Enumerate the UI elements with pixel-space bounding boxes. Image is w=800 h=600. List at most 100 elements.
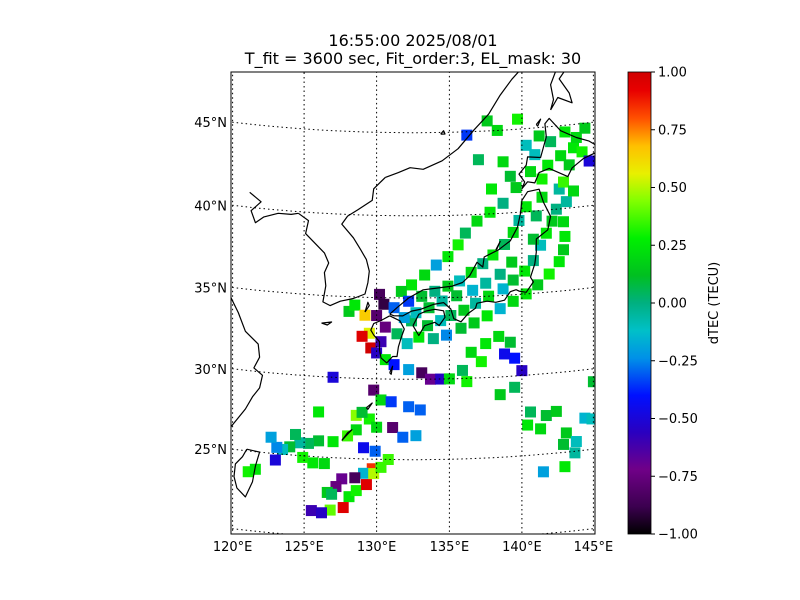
- dtec-point: [471, 215, 483, 227]
- colorbar-tick-label: 0.75: [658, 123, 687, 138]
- dtec-point: [467, 284, 479, 296]
- dtec-point: [342, 430, 354, 442]
- dtec-point: [416, 367, 428, 379]
- dtec-point: [368, 468, 380, 480]
- dtec-point: [452, 239, 464, 251]
- dtec-point: [542, 159, 554, 171]
- dtec-point: [343, 305, 355, 317]
- dtec-point: [289, 428, 301, 440]
- dtec-point: [242, 466, 254, 478]
- dtec-point: [537, 466, 549, 478]
- dtec-point: [391, 328, 403, 340]
- dtec-point: [559, 461, 571, 473]
- dtec-point: [269, 454, 281, 466]
- dtec-point: [558, 176, 570, 188]
- dtec-point: [559, 230, 571, 242]
- dtec-point: [530, 210, 542, 222]
- dtec-point: [358, 467, 370, 479]
- dtec-point: [430, 259, 442, 271]
- parallel-line: [231, 121, 595, 134]
- coastline-tsushima: [364, 301, 370, 313]
- colorbar-ticks: 1.00 0.75 0.50 0.25 0.00 −0.25 −0.50 −0.75 −1.00: [651, 66, 698, 543]
- dtec-point: [481, 115, 493, 127]
- coastline-okinawa: [341, 429, 353, 441]
- dtec-point: [535, 423, 547, 435]
- dtec-point: [356, 330, 368, 342]
- dtec-point: [529, 149, 541, 161]
- dtec-point: [497, 156, 509, 168]
- dtec-point: [484, 206, 496, 218]
- dtec-point: [507, 274, 519, 286]
- dtec-point: [388, 302, 400, 314]
- dtec-point: [472, 154, 484, 166]
- dtec-point: [294, 437, 306, 449]
- dtec-point: [378, 298, 390, 310]
- coastlines: [231, 72, 595, 498]
- colorbar-tick-label: 0.00: [658, 297, 687, 312]
- dtec-point: [297, 451, 309, 463]
- dtec-point: [379, 354, 391, 366]
- dtec-point: [423, 302, 435, 314]
- dtec-point: [497, 283, 509, 295]
- dtec-point: [535, 239, 547, 251]
- dtec-point: [487, 249, 499, 261]
- dtec-point: [265, 431, 277, 443]
- colorbar-tick-label: −0.25: [658, 354, 698, 369]
- dtec-point: [558, 438, 570, 450]
- lon-tick-label: 120°E: [213, 540, 253, 555]
- dtec-point: [570, 436, 582, 448]
- coastline-tanegashima: [389, 365, 394, 375]
- lat-tick-label: 35°N: [194, 282, 227, 297]
- dtec-point: [349, 472, 361, 484]
- dtec-point: [313, 435, 325, 447]
- dtec-point: [406, 279, 418, 291]
- lon-tick-label: 145°E: [574, 540, 614, 555]
- coastline-rebun: [535, 118, 542, 127]
- dtec-point: [330, 481, 342, 493]
- dtec-point: [368, 384, 380, 396]
- coastline-russia: [385, 72, 520, 178]
- dtec-point: [494, 303, 506, 315]
- dtec-point: [527, 255, 539, 267]
- dtec-point: [558, 216, 570, 228]
- dtec-point: [327, 436, 339, 448]
- dtec-point: [560, 427, 572, 439]
- dtec-point: [459, 227, 471, 239]
- lon-tick-label: 125°E: [284, 540, 324, 555]
- dtec-point: [504, 170, 516, 182]
- coastline-kyushu: [370, 315, 405, 364]
- dtec-point: [315, 507, 327, 519]
- axis-tick-labels: 120°E 125°E 130°E 135°E 140°E 145°E 25°N 30°N 35…: [194, 116, 613, 555]
- dtec-point: [337, 502, 349, 514]
- dtec-point: [429, 285, 441, 297]
- dtec-point: [525, 166, 537, 178]
- dtec-point: [522, 419, 534, 431]
- dtec-point: [385, 396, 397, 408]
- dtec-point: [363, 413, 375, 425]
- dtec-point: [284, 441, 296, 453]
- lat-tick-label: 30°N: [194, 363, 227, 378]
- dtec-point: [369, 445, 381, 457]
- dtec-point: [461, 376, 473, 388]
- dtec-point: [550, 405, 562, 417]
- dtec-point: [525, 406, 537, 418]
- dtec-point: [553, 256, 565, 268]
- plot-title-line2: T_fit = 3600 sec, Fit_order:3, EL_mask: …: [244, 49, 582, 68]
- dtec-point: [440, 329, 452, 341]
- dtec-point: [507, 295, 519, 307]
- dtec-point: [527, 233, 539, 245]
- dtec-point: [313, 406, 325, 418]
- lon-tick-label: 130°E: [357, 540, 397, 555]
- dtec-point: [506, 256, 518, 268]
- dtec-point: [560, 196, 572, 208]
- dtec-point: [480, 277, 492, 289]
- parallel-line: [231, 286, 595, 299]
- plot-title-line1: 16:55:00 2025/08/01: [328, 31, 498, 50]
- colorbar-tick-label: −0.50: [658, 412, 698, 427]
- dtec-point: [379, 321, 391, 333]
- dtec-point: [455, 322, 467, 334]
- dtec-point: [536, 173, 548, 185]
- dtec-point: [454, 275, 466, 287]
- coastline-sakhalin: [550, 72, 573, 111]
